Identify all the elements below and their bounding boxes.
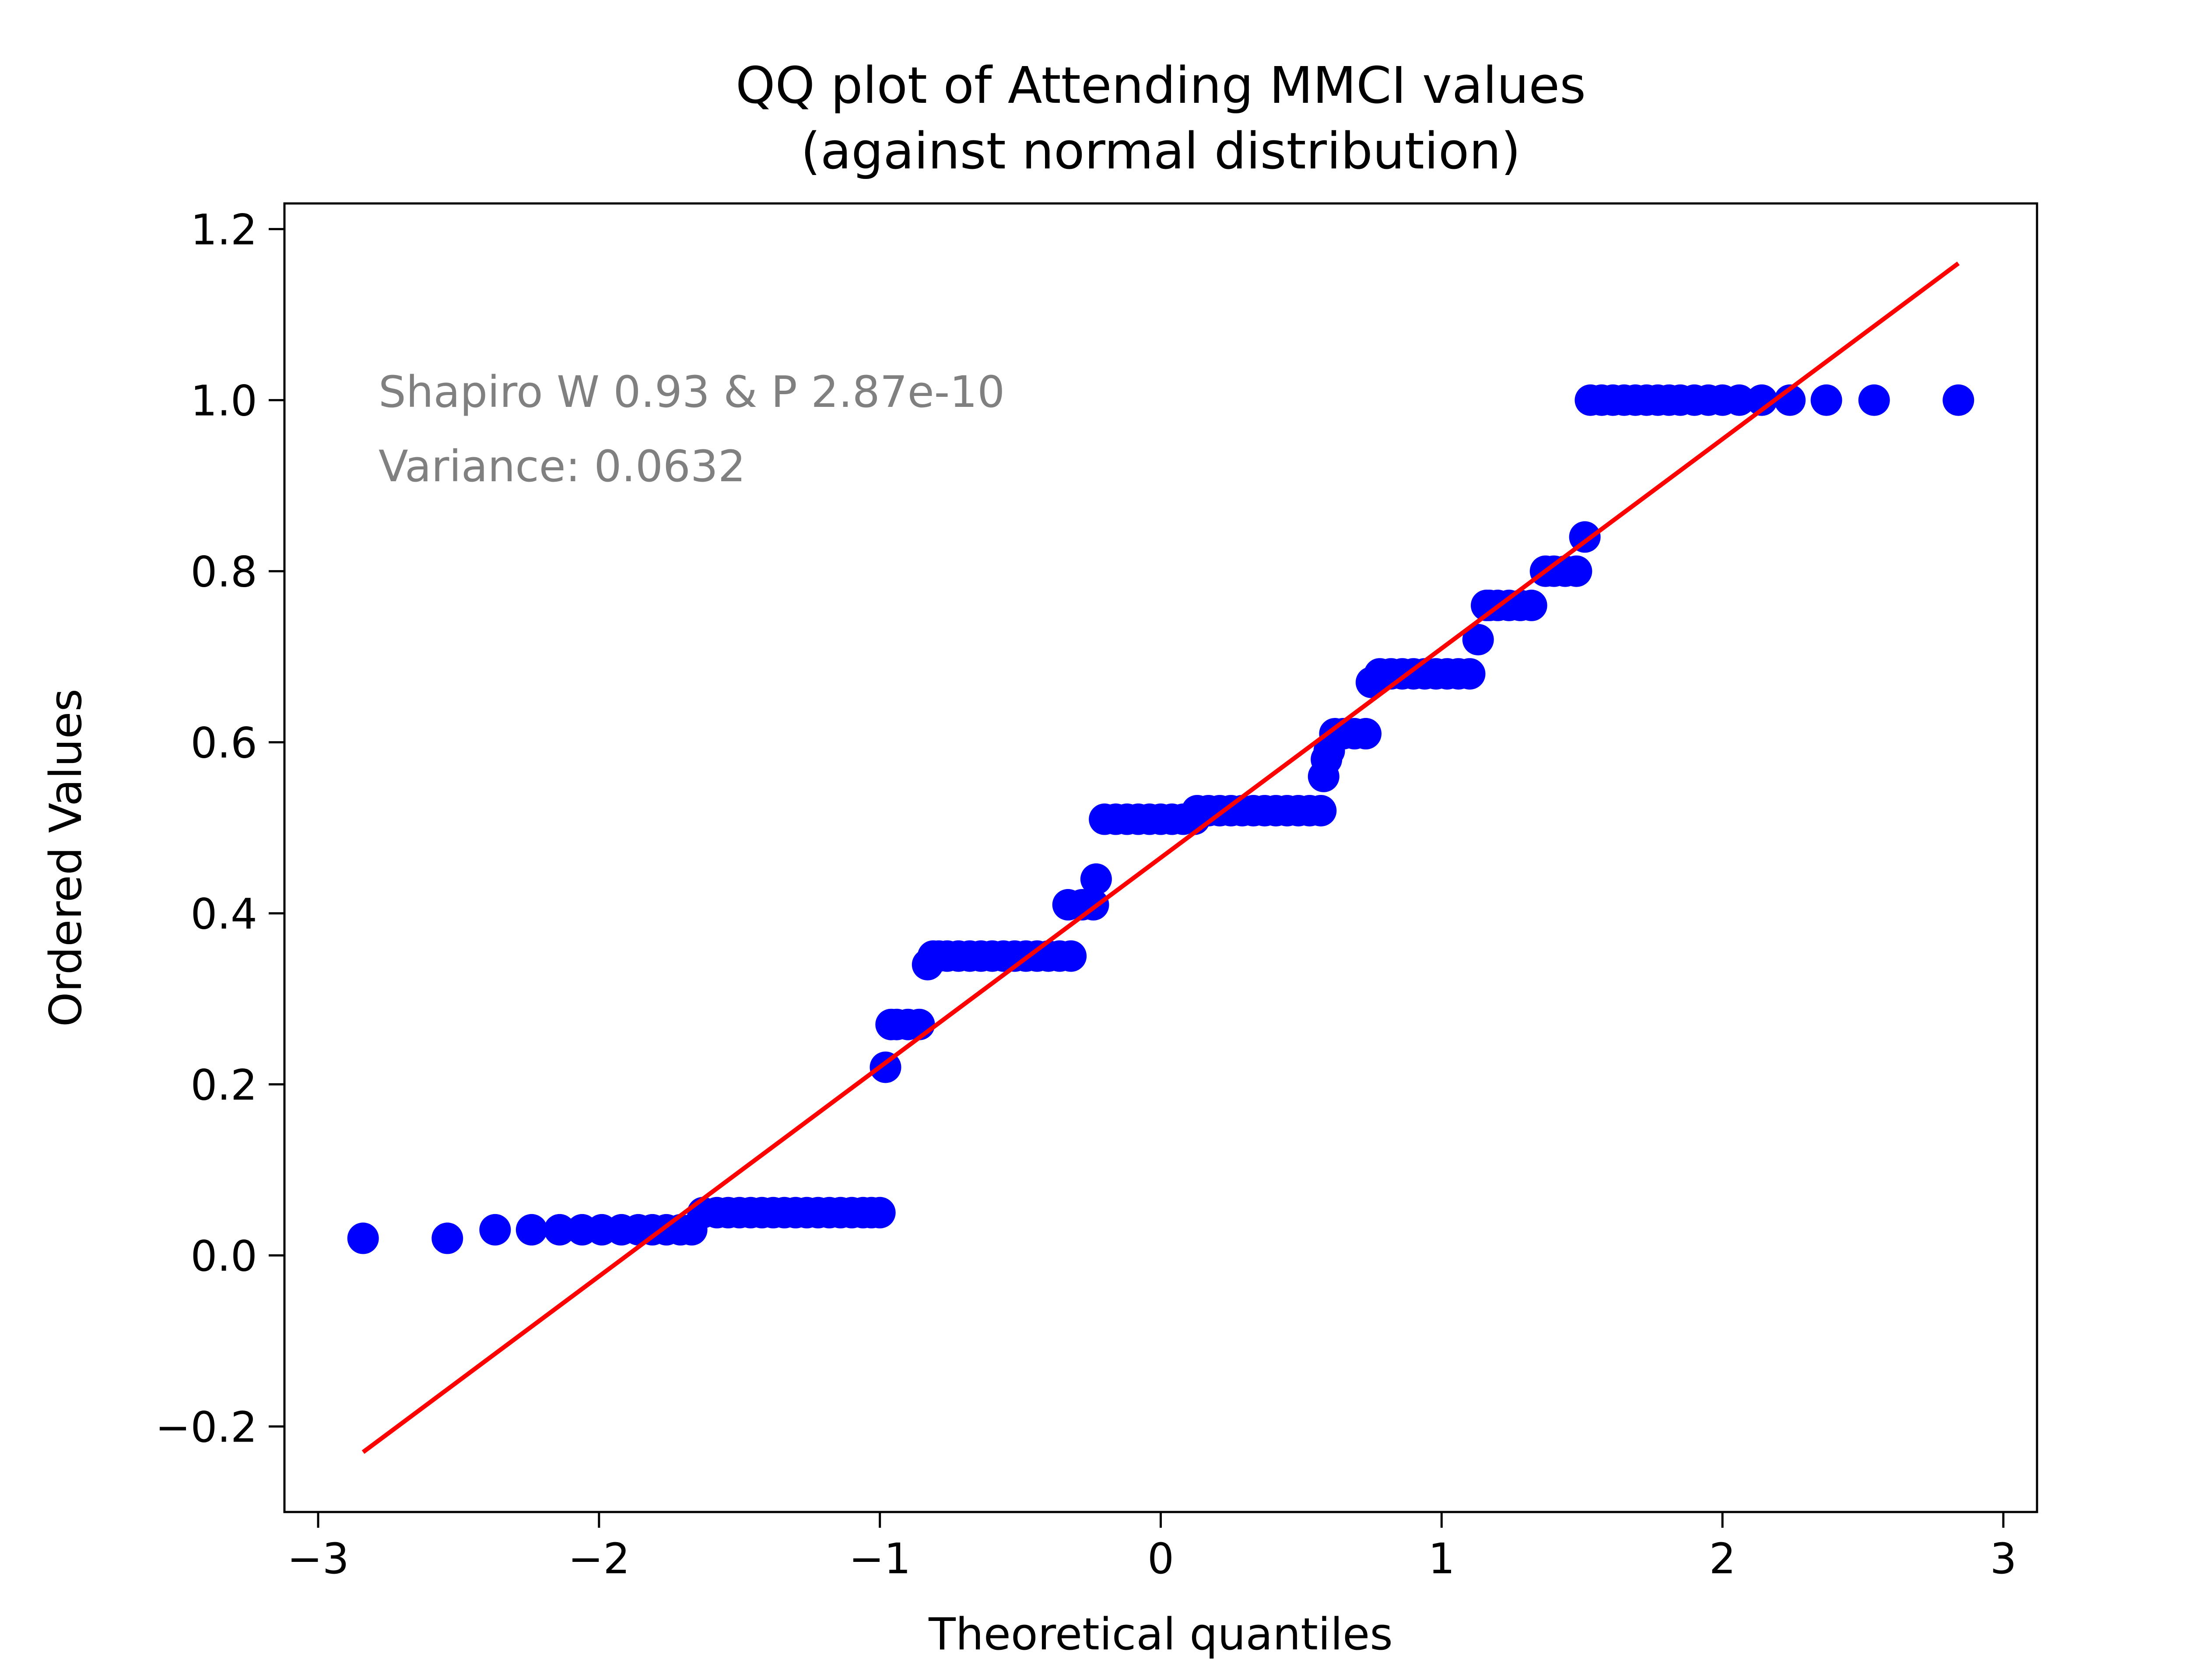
variance-annotation: Variance: 0.0632 — [379, 441, 746, 492]
qq-point — [543, 1214, 575, 1246]
qq-point — [1723, 384, 1755, 416]
x-tick-label: 1 — [1428, 1534, 1455, 1583]
y-tick-label: 1.0 — [190, 377, 257, 426]
plot-area: Shapiro W 0.93 & P 2.87e-10 Variance: 0.… — [347, 261, 1974, 1454]
qq-point — [1454, 658, 1486, 690]
qq-point — [1943, 384, 1974, 416]
y-tick-label: 0.6 — [190, 719, 257, 768]
qq-point — [1810, 384, 1842, 416]
qq-point — [515, 1214, 547, 1246]
chart-title: QQ plot of Attending MMCI values — [736, 56, 1586, 115]
y-axis-label: Ordered Values — [40, 689, 91, 1027]
y-tick-label: 0.4 — [190, 890, 257, 939]
x-tick-label: −1 — [849, 1534, 911, 1583]
qq-point — [1746, 384, 1778, 416]
qq-point — [1515, 589, 1547, 621]
qq-point — [1858, 384, 1890, 416]
qq-point — [1350, 718, 1382, 750]
x-tick-label: 0 — [1147, 1534, 1174, 1583]
y-tick-label: 0.2 — [190, 1061, 257, 1110]
qq-point — [1055, 940, 1087, 972]
fit-line — [361, 261, 1960, 1454]
x-tick-label: 3 — [1990, 1534, 2016, 1583]
qq-point — [479, 1214, 511, 1246]
y-tick-label: 1.2 — [190, 206, 257, 255]
x-tick-label: 2 — [1709, 1534, 1736, 1583]
fit-line-layer — [361, 261, 1960, 1454]
y-tick-label: 0.0 — [190, 1232, 257, 1281]
y-axis-ticks: −0.2 0.0 0.2 0.4 0.6 0.8 1.0 1.2 — [155, 206, 284, 1452]
qq-point — [1305, 794, 1337, 826]
qq-point — [431, 1222, 463, 1254]
chart-subtitle: (against normal distribution) — [801, 122, 1521, 181]
x-tick-label: −2 — [568, 1534, 630, 1583]
x-tick-label: −3 — [287, 1534, 349, 1583]
x-axis-ticks: −3 −2 −1 0 1 2 3 — [287, 1512, 2017, 1583]
data-points — [347, 384, 1974, 1254]
y-tick-label: 0.8 — [190, 548, 257, 597]
shapiro-annotation: Shapiro W 0.93 & P 2.87e-10 — [379, 367, 1005, 417]
x-axis-label: Theoretical quantiles — [928, 1608, 1393, 1660]
qq-point — [1560, 555, 1592, 587]
qq-point — [864, 1197, 896, 1228]
y-tick-label: −0.2 — [155, 1403, 257, 1452]
qq-point — [1462, 624, 1494, 655]
qq-point — [1080, 863, 1112, 895]
qq-point — [347, 1222, 379, 1254]
